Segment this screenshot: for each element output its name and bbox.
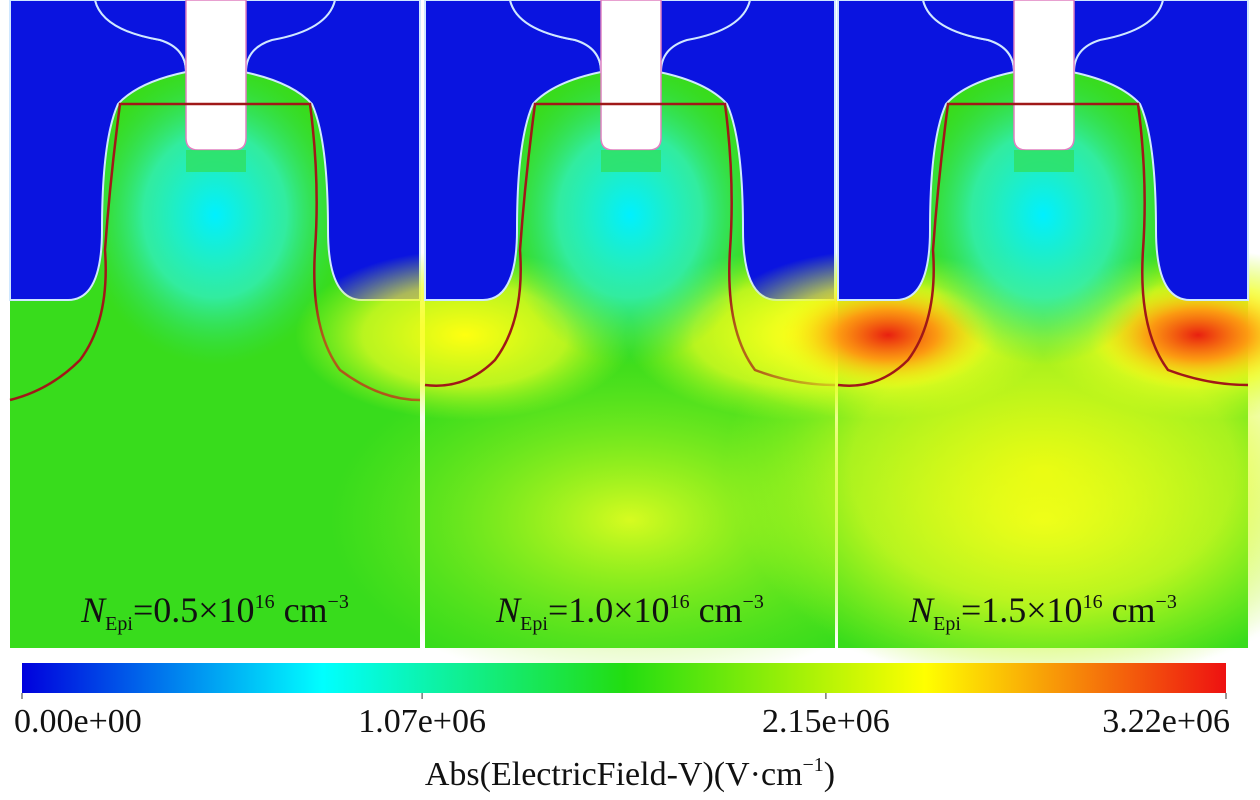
gate xyxy=(600,0,662,151)
gate-field xyxy=(601,150,661,172)
label-unit: cm xyxy=(690,590,743,630)
label-exponent: 16 xyxy=(255,591,275,613)
pillar-field xyxy=(500,65,760,365)
panel-label: NEpi=1.0×1016 cm−3 xyxy=(495,590,764,635)
label-subscript: Epi xyxy=(105,613,133,635)
pillar-field xyxy=(85,65,345,365)
colorbar-tick-label: 2.15e+06 xyxy=(762,703,890,740)
pillar-field xyxy=(913,65,1173,365)
label-symbol: N xyxy=(495,590,522,630)
label-symbol: N xyxy=(908,590,935,630)
title-close: ) xyxy=(824,756,835,793)
gate-field xyxy=(186,150,246,172)
colorbar-tick-label: 0.00e+00 xyxy=(14,703,142,740)
panel-label: NEpi=0.5×1016 cm−3 xyxy=(80,590,349,635)
panel-label: NEpi=1.5×1016 cm−3 xyxy=(908,590,1177,635)
label-unit: cm xyxy=(1103,590,1156,630)
field-panel: NEpi=1.5×1016 cm−3 xyxy=(708,0,1260,690)
junction-line xyxy=(837,102,1249,387)
colorbar-title: Abs(ElectricField-V)(V·cm−1) xyxy=(425,754,835,793)
label-exponent: 16 xyxy=(670,591,690,613)
colorbar-tick-label: 1.07e+06 xyxy=(358,703,486,740)
label-unit-exponent: −3 xyxy=(743,591,764,613)
label-unit-exponent: −3 xyxy=(328,591,349,613)
label-value: =1.0×10 xyxy=(548,590,670,630)
label-subscript: Epi xyxy=(933,613,961,635)
gate-field xyxy=(1014,150,1074,172)
label-unit-exponent: −3 xyxy=(1156,591,1177,613)
colorbar-tick-label: 3.22e+06 xyxy=(1102,703,1230,740)
label-exponent: 16 xyxy=(1083,591,1103,613)
gate xyxy=(185,0,247,151)
label-value: =0.5×10 xyxy=(133,590,255,630)
title-exponent: −1 xyxy=(803,754,824,776)
label-subscript: Epi xyxy=(520,613,548,635)
label-symbol: N xyxy=(80,590,107,630)
gate xyxy=(1013,0,1075,151)
label-unit: cm xyxy=(275,590,328,630)
label-value: =1.5×10 xyxy=(961,590,1083,630)
colorbar xyxy=(22,663,1226,693)
title-text: Abs(ElectricField-V)(V·cm xyxy=(425,756,803,793)
